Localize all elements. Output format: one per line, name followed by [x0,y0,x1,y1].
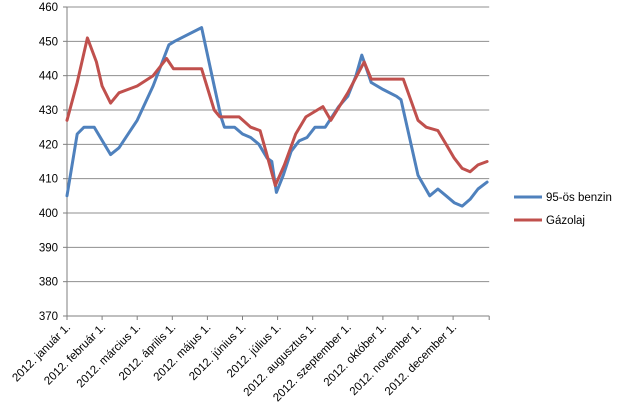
y-axis-label: 390 [39,242,58,254]
y-axis-label: 410 [39,174,58,186]
y-axis-label: 420 [39,139,58,151]
y-axis-label: 460 [39,2,58,14]
series-line-0 [65,26,489,208]
series-line-1 [65,36,489,187]
y-axis-label: 450 [39,36,58,48]
legend-label: Gázolaj [546,215,585,227]
legend-item-0: 95-ös benzin [514,192,612,204]
y-axis-label: 440 [39,71,58,83]
y-axis-label: 400 [39,208,58,220]
y-axis-label: 430 [39,105,58,117]
y-axis-label: 380 [39,277,58,289]
y-axis-label: 370 [39,311,58,323]
legend-item-1: Gázolaj [514,215,585,227]
legend-label: 95-ös benzin [546,192,612,204]
